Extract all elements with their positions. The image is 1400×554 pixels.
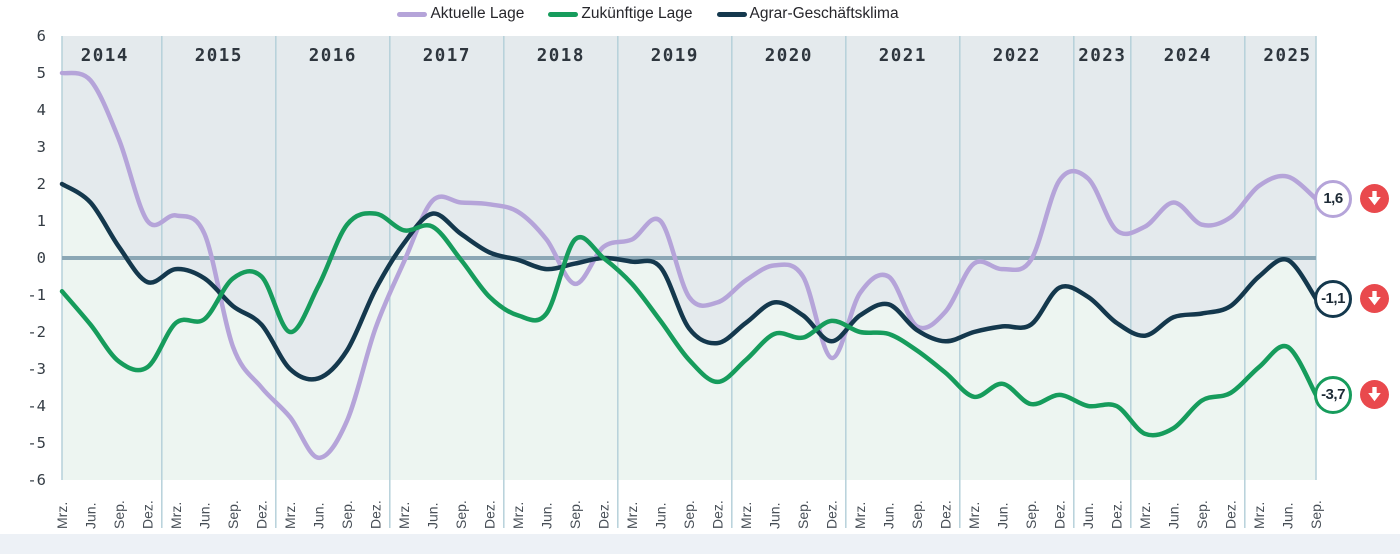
end-value-badge-aktuelle-lage: 1,6 bbox=[1314, 179, 1352, 218]
end-value-text: -1,1 bbox=[1321, 290, 1345, 308]
x-axis-tick-label: Mrz. bbox=[396, 502, 412, 529]
year-label: 2016 bbox=[309, 46, 357, 66]
x-axis-tick-label: Dez. bbox=[938, 500, 954, 529]
x-axis-tick-label: Sep. bbox=[567, 500, 583, 529]
x-axis-tick-label: Jun. bbox=[1166, 503, 1182, 529]
x-axis-tick-label: Sep. bbox=[909, 500, 925, 529]
x-axis-tick-label: Dez. bbox=[1223, 500, 1239, 529]
year-label: 2017 bbox=[423, 46, 471, 66]
trend-down-icon bbox=[1359, 284, 1389, 314]
year-label: 2025 bbox=[1263, 46, 1311, 66]
year-label: 2015 bbox=[195, 46, 243, 66]
x-axis-tick-label: Sep. bbox=[795, 500, 811, 529]
y-axis-tick-label: 5 bbox=[37, 64, 46, 82]
y-axis-tick-label: 6 bbox=[37, 27, 46, 45]
y-axis-tick-label: 0 bbox=[37, 249, 46, 267]
x-axis-tick-label: Jun. bbox=[1280, 503, 1296, 529]
x-axis-tick-label: Sep. bbox=[111, 500, 127, 529]
series-line-zukunftige-lage bbox=[59, 211, 1319, 438]
year-label: 2019 bbox=[651, 46, 699, 66]
year-label: 2023 bbox=[1078, 46, 1126, 66]
legend-label-aktuelle-lage: Aktuelle Lage bbox=[430, 5, 525, 22]
legend-swatch-zukuenftige-lage bbox=[548, 11, 579, 17]
year-label: 2021 bbox=[879, 46, 927, 66]
bottom-strip bbox=[0, 534, 1400, 554]
x-axis-tick-label: Dez. bbox=[1052, 500, 1068, 529]
x-axis-tick-label: Sep. bbox=[681, 500, 697, 529]
end-value-text: 1,6 bbox=[1323, 190, 1343, 208]
x-axis-tick-label: Jun. bbox=[995, 503, 1011, 529]
x-axis-tick-label: Dez. bbox=[140, 500, 156, 529]
x-axis-tick-label: Mrz. bbox=[624, 502, 640, 529]
legend-label-zukuenftige-lage: Zukünftige Lage bbox=[581, 5, 693, 22]
year-label: 2020 bbox=[765, 46, 813, 66]
x-axis-tick-label: Jun. bbox=[881, 503, 897, 529]
x-axis-tick-label: Sep. bbox=[1023, 500, 1039, 529]
y-axis-tick-label: 4 bbox=[37, 101, 46, 119]
x-axis-tick-label: Sep. bbox=[225, 500, 241, 529]
end-value-text: -3,7 bbox=[1321, 386, 1345, 404]
trend-down-icon bbox=[1359, 184, 1389, 214]
x-axis-tick-label: Jun. bbox=[1080, 503, 1096, 529]
x-axis-tick-label: Sep. bbox=[339, 500, 355, 529]
legend-label-agrar-geschaeftsklima: Agrar-Geschäftsklima bbox=[749, 5, 899, 22]
legend-item-zukuenftige-lage: Zukünftige Lage bbox=[548, 5, 693, 23]
x-axis-tick-label: Jun. bbox=[539, 503, 555, 529]
y-axis-tick-label: -3 bbox=[27, 360, 46, 378]
year-label: 2018 bbox=[537, 46, 585, 66]
y-axis-tick-label: 2 bbox=[37, 175, 46, 193]
x-axis-tick-label: Dez. bbox=[482, 500, 498, 529]
x-axis-tick-label: Jun. bbox=[767, 503, 783, 529]
x-axis-tick-label: Mrz. bbox=[54, 502, 70, 529]
plot-area-lower-fill bbox=[62, 184, 1316, 480]
year-label: 2014 bbox=[81, 46, 129, 66]
x-axis-tick-label: Mrz. bbox=[168, 502, 184, 529]
x-axis-tick-label: Mrz. bbox=[282, 502, 298, 529]
y-axis-tick-label: -6 bbox=[27, 471, 46, 489]
x-axis-tick-label: Dez. bbox=[254, 500, 270, 529]
x-axis-tick-label: Dez. bbox=[824, 500, 840, 529]
x-axis-tick-label: Jun. bbox=[83, 503, 99, 529]
x-axis-tick-label: Dez. bbox=[368, 500, 384, 529]
y-axis-tick-label: -5 bbox=[27, 434, 46, 452]
y-axis-tick-label: -1 bbox=[27, 286, 46, 304]
end-value-badge-agrar-geschaeftsklima: -1,1 bbox=[1314, 279, 1352, 318]
x-axis-tick-label: Sep. bbox=[1308, 500, 1324, 529]
trend-down-icon bbox=[1359, 380, 1389, 410]
x-axis-tick-label: Sep. bbox=[453, 500, 469, 529]
x-axis-tick-label: Dez. bbox=[596, 500, 612, 529]
legend-swatch-agrar-geschaeftsklima bbox=[716, 11, 747, 17]
x-axis-tick-label: Mrz. bbox=[510, 502, 526, 529]
x-axis-tick-label: Jun. bbox=[653, 503, 669, 529]
year-label: 2024 bbox=[1164, 46, 1212, 66]
y-axis-tick-label: -2 bbox=[27, 323, 46, 341]
x-axis-tick-label: Mrz. bbox=[738, 502, 754, 529]
legend-swatch-aktuelle-lage bbox=[397, 11, 428, 17]
x-axis-tick-label: Dez. bbox=[710, 500, 726, 529]
chart-legend: Aktuelle Lage Zukünftige Lage Agrar-Gesc… bbox=[0, 5, 1296, 23]
y-axis-tick-label: 1 bbox=[37, 212, 46, 230]
legend-item-agrar-geschaeftsklima: Agrar-Geschäftsklima bbox=[716, 5, 899, 23]
x-axis-tick-label: Jun. bbox=[425, 503, 441, 529]
series-line-agrar-geschaftsklima bbox=[59, 181, 1319, 382]
x-axis-tick-label: Jun. bbox=[197, 503, 213, 529]
end-value-badge-zukuenftige-lage: -3,7 bbox=[1314, 375, 1352, 414]
x-axis-tick-label: Sep. bbox=[1194, 500, 1210, 529]
x-axis-tick-label: Mrz. bbox=[1251, 502, 1267, 529]
x-axis-tick-label: Jun. bbox=[311, 503, 327, 529]
year-label: 2022 bbox=[993, 46, 1041, 66]
x-axis-tick-label: Dez. bbox=[1109, 500, 1125, 529]
x-axis-tick-label: Mrz. bbox=[1137, 502, 1153, 529]
legend-item-aktuelle-lage: Aktuelle Lage bbox=[397, 5, 524, 23]
y-axis-tick-label: -4 bbox=[27, 397, 46, 415]
x-axis-tick-label: Mrz. bbox=[852, 502, 868, 529]
series-line-aktuelle-lage bbox=[59, 70, 1319, 461]
y-axis-tick-label: 3 bbox=[37, 138, 46, 156]
x-axis-tick-label: Mrz. bbox=[966, 502, 982, 529]
